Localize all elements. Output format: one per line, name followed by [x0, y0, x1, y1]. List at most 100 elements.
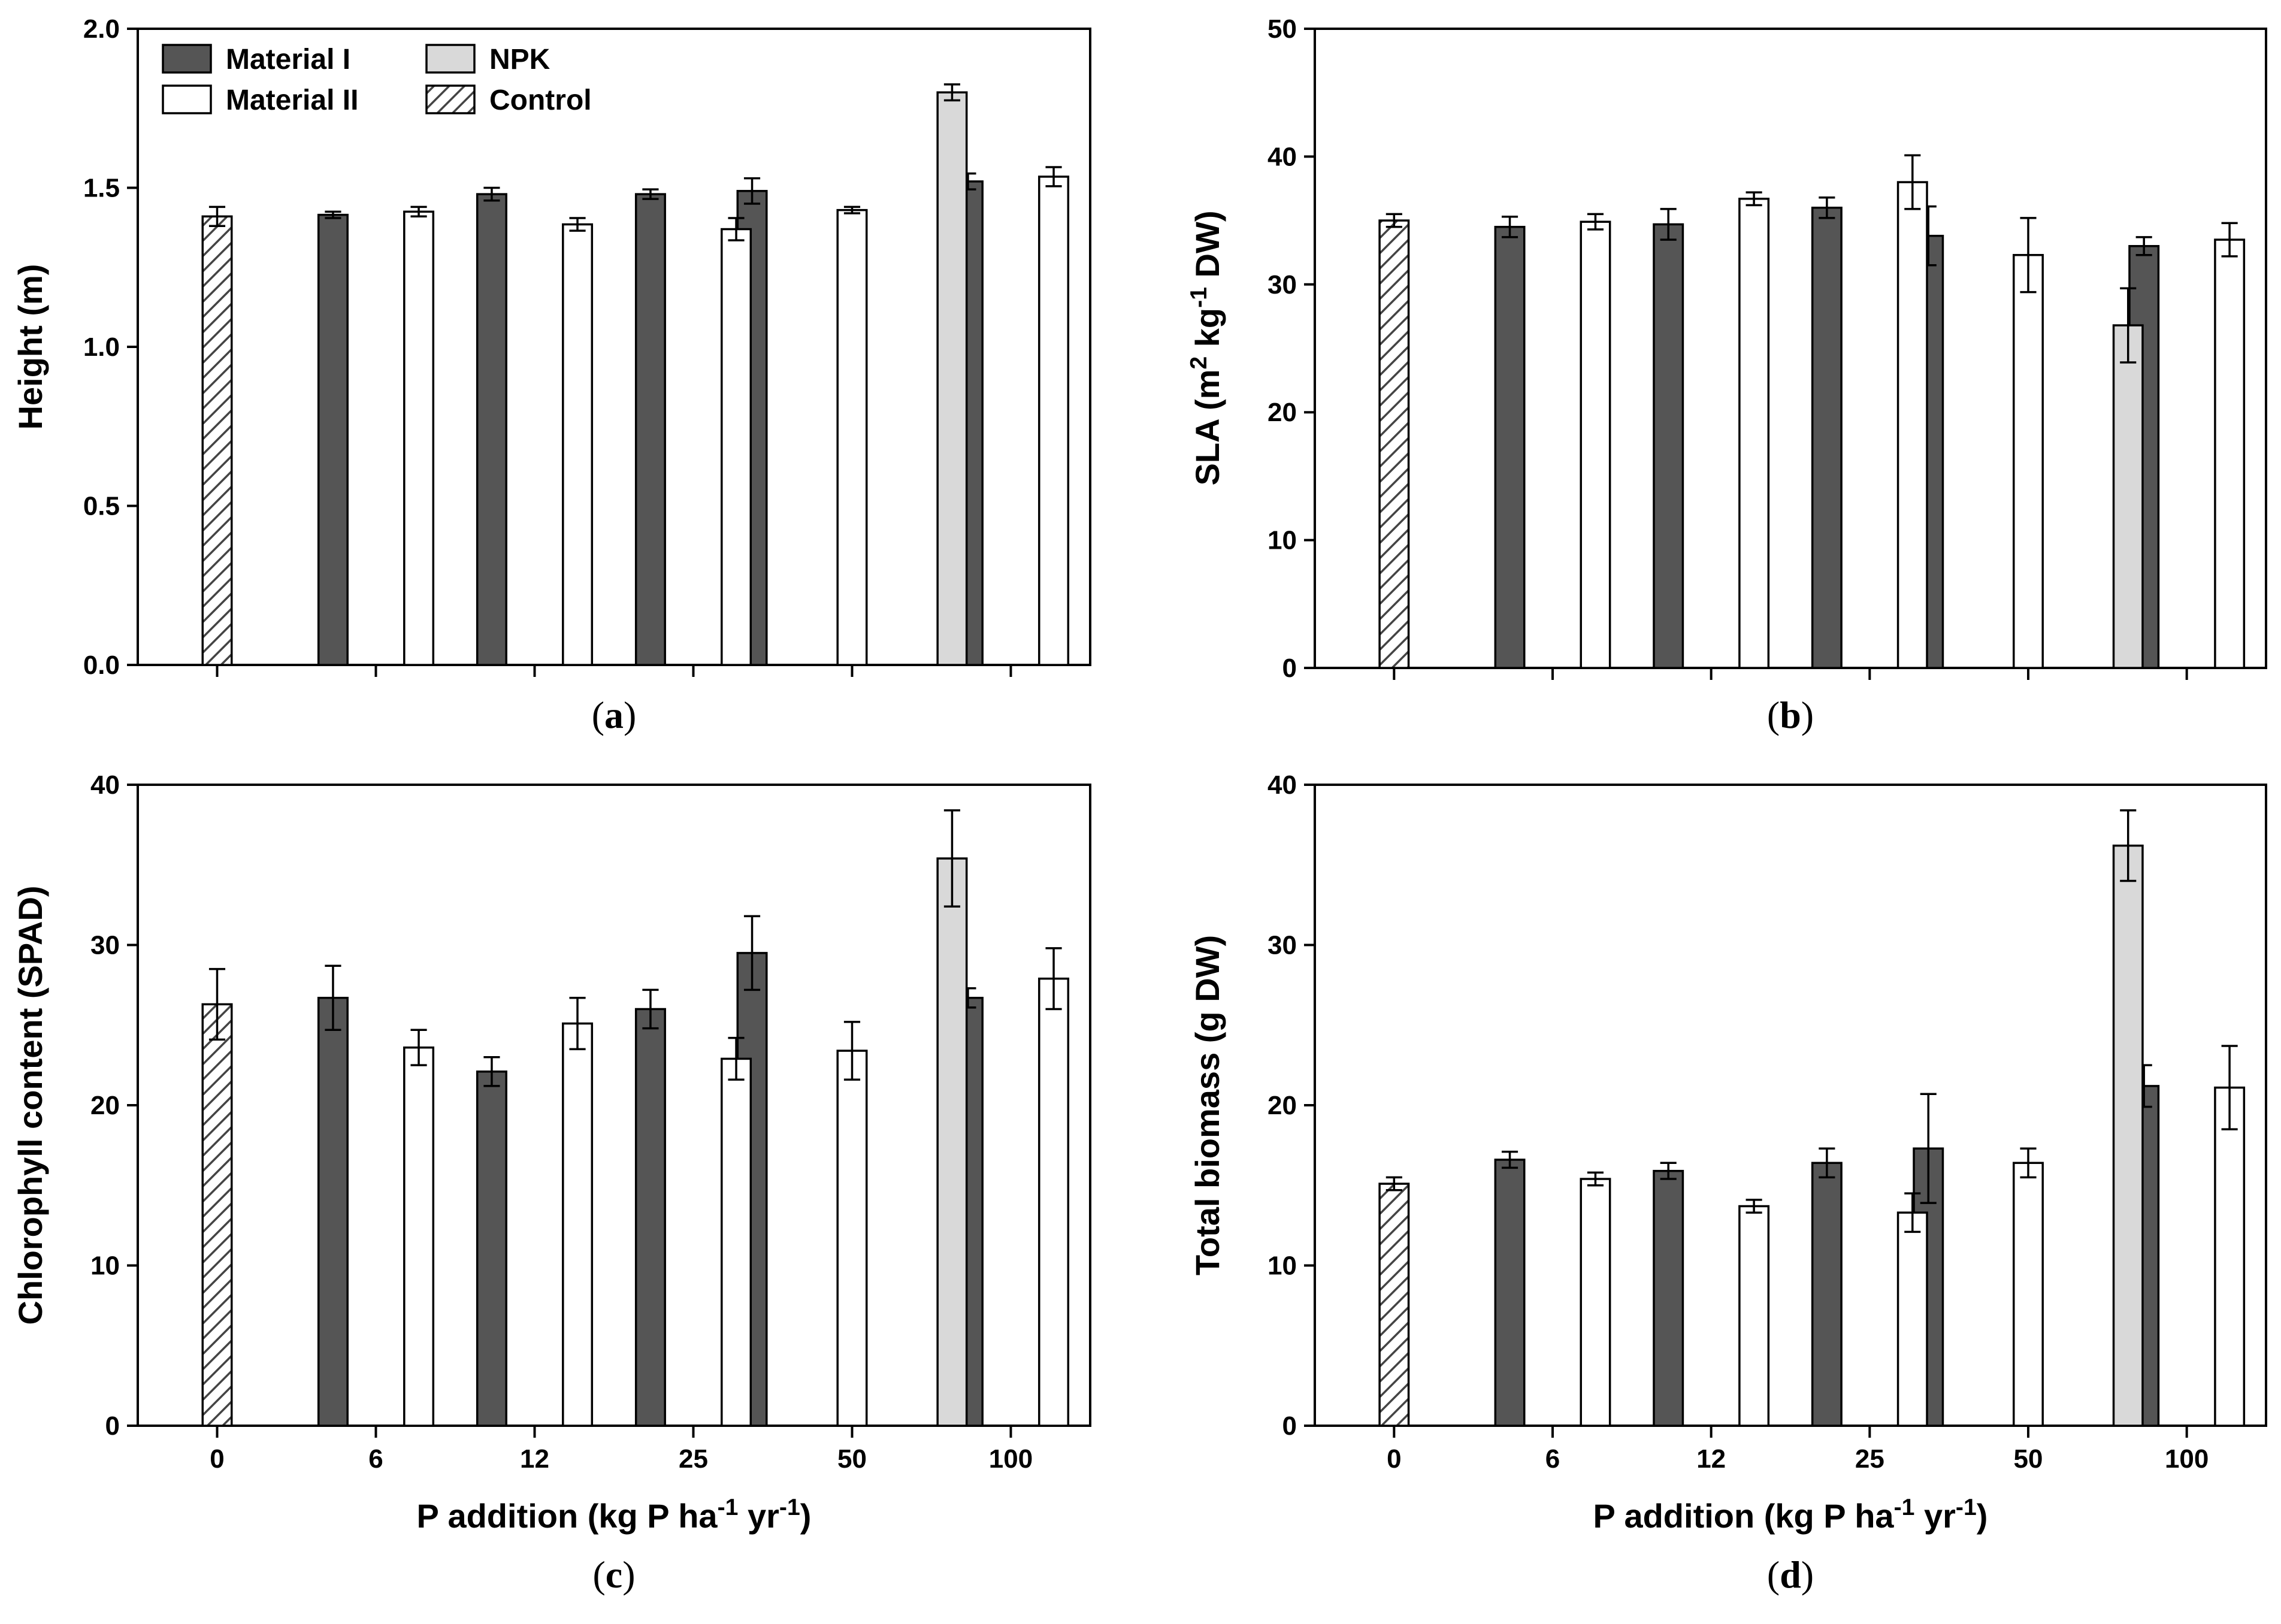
error-bar: [728, 1036, 745, 1081]
error-bar: [325, 964, 341, 1032]
legend-entry-npk: NPK: [425, 44, 550, 75]
y-axis-title: Total biomass (g DW): [1188, 935, 1226, 1275]
x-tick-label: 50: [837, 1444, 867, 1474]
y-tick-label: 0.0: [83, 651, 120, 680]
bar-material-i: [634, 1008, 666, 1427]
error-bar: [410, 1029, 427, 1066]
error-bar: [1660, 1162, 1677, 1180]
bar-npk: [936, 857, 968, 1427]
bar-material-ii: [1038, 176, 1070, 666]
y-tick-label: 30: [1267, 931, 1297, 960]
error-bar: [1904, 1192, 1921, 1233]
y-tick-label: 1.0: [83, 332, 120, 362]
y-tick-label: 40: [90, 770, 120, 800]
bar-material-i: [634, 193, 666, 666]
x-axis-title: P addition (kg P ha-1 yr-1): [1593, 1495, 1988, 1535]
panel-label: (d): [1767, 1553, 1814, 1596]
bar-material-i: [317, 213, 349, 666]
bar-npk: [2112, 324, 2144, 669]
error-bar: [208, 967, 226, 1041]
y-tick-label: 10: [1267, 1251, 1297, 1281]
error-bar: [2020, 217, 2037, 294]
bar-material-ii: [1580, 1178, 1611, 1427]
legend-swatch: [425, 44, 476, 74]
error-bar: [1501, 1150, 1518, 1169]
error-bar: [1819, 196, 1835, 219]
error-bar: [325, 210, 341, 219]
x-tick-label: 50: [2014, 1444, 2043, 1474]
legend-swatch: [162, 44, 212, 74]
error-bar: [2135, 236, 2152, 256]
legend-entry-material-ii: Material II: [162, 84, 358, 116]
error-bar: [843, 1021, 861, 1081]
bar-material-ii: [562, 223, 594, 666]
bar-material-ii: [1738, 1205, 1770, 1427]
y-tick-label: 0: [1282, 654, 1297, 683]
legend-entry-material-i: Material I: [162, 44, 350, 75]
bar-material-i: [476, 1070, 507, 1427]
error-bar: [1745, 1199, 1762, 1214]
error-bar: [1045, 947, 1062, 1011]
x-tick-label: 0: [210, 1444, 224, 1474]
error-bar: [743, 915, 761, 991]
error-bar: [2120, 809, 2137, 882]
error-bar: [843, 205, 861, 214]
error-bar: [1745, 191, 1762, 207]
bar-material-i: [317, 997, 349, 1427]
x-tick-label: 100: [989, 1444, 1033, 1474]
bar-material-ii: [1738, 198, 1770, 669]
bar-material-ii: [1896, 181, 1928, 669]
x-tick-label: 6: [368, 1444, 383, 1474]
x-tick-label: 25: [679, 1444, 708, 1474]
x-tick-label: 12: [520, 1444, 549, 1474]
bar-control: [1378, 1183, 1410, 1427]
bar-material-i: [1811, 207, 1843, 669]
y-tick-label: 30: [1267, 270, 1297, 300]
error-bar: [569, 997, 586, 1051]
bar-material-ii: [721, 228, 752, 666]
bar-material-ii: [403, 210, 435, 666]
panel-c: 0 10 20 30 40 0 6 12 25 50 100 Chlorophyll content …: [11, 770, 1091, 1596]
plot-frame: [1314, 28, 2267, 669]
panel-label: (c): [592, 1553, 635, 1596]
bar-control: [201, 215, 233, 666]
x-tick-label: 6: [1545, 1444, 1560, 1474]
bar-material-ii: [836, 208, 868, 666]
error-bar: [1587, 1171, 1604, 1187]
x-tick-label: 100: [2165, 1444, 2209, 1474]
bar-npk: [2112, 844, 2144, 1427]
y-tick-label: 40: [1267, 142, 1297, 171]
y-tick-label: 20: [1267, 398, 1297, 427]
bar-material-ii: [836, 1050, 868, 1427]
bar-material-ii: [562, 1022, 594, 1427]
error-bar: [2120, 287, 2137, 364]
y-tick-label: 20: [90, 1091, 120, 1120]
x-tick-label: 0: [1387, 1444, 1401, 1474]
y-tick-label: 0: [105, 1411, 120, 1441]
y-tick-label: 1.5: [83, 174, 120, 203]
error-bar: [208, 205, 226, 227]
y-tick-label: 2.0: [83, 14, 120, 44]
bar-material-ii: [1038, 977, 1070, 1427]
x-tick-label: 25: [1855, 1444, 1884, 1474]
error-bar: [1904, 154, 1921, 210]
error-bar: [2221, 222, 2238, 258]
error-bar: [1660, 208, 1677, 241]
y-tick-label: 0.5: [83, 492, 120, 521]
bar-material-ii: [1896, 1211, 1928, 1427]
bar-material-ii: [403, 1046, 435, 1427]
bar-material-ii: [1580, 220, 1611, 669]
error-bar: [1385, 1176, 1402, 1191]
bar-material-i: [1494, 226, 1526, 669]
legend-label: Material II: [226, 84, 358, 116]
legend-label: Material I: [226, 44, 350, 75]
y-axis-title: Height (m): [11, 264, 49, 430]
legend-label: NPK: [489, 44, 550, 75]
bar-material-ii: [721, 1057, 752, 1427]
x-tick-label: 12: [1696, 1444, 1726, 1474]
y-tick-label: 40: [1267, 770, 1297, 800]
legend-swatch: [425, 84, 476, 114]
legend-label: Control: [489, 84, 592, 116]
bar-control: [1378, 219, 1410, 669]
